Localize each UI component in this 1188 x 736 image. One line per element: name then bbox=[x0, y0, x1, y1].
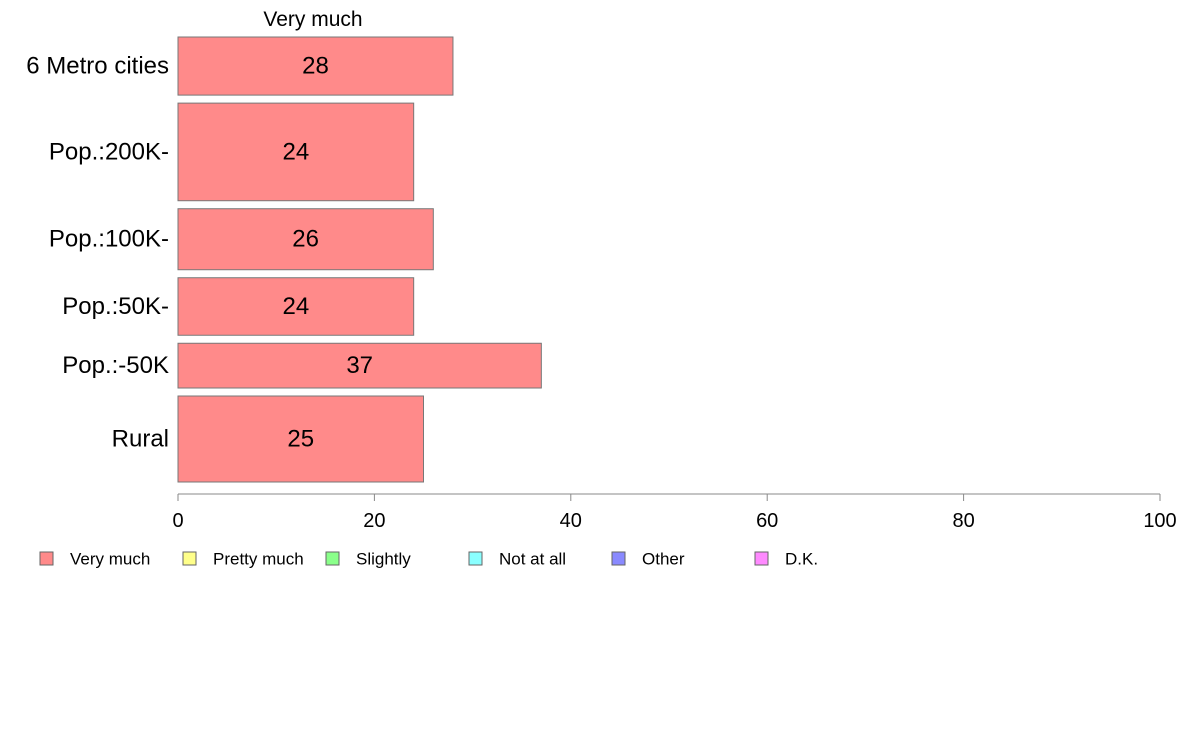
x-tick-label: 100 bbox=[1143, 510, 1176, 532]
x-tick-label: 40 bbox=[560, 510, 582, 532]
legend-label: Not at all bbox=[499, 550, 566, 569]
bar bbox=[177, 36, 454, 96]
legend-label: Other bbox=[642, 550, 685, 569]
bar-value-label: 26 bbox=[292, 226, 319, 253]
legend-label: Very much bbox=[70, 550, 150, 569]
bar bbox=[177, 277, 415, 336]
bar-value-label: 37 bbox=[346, 352, 373, 379]
legend-label: Pretty much bbox=[213, 550, 304, 569]
x-tick-label: 20 bbox=[363, 510, 385, 532]
bar bbox=[177, 208, 434, 271]
legend-label: D.K. bbox=[785, 550, 818, 569]
legend-swatch bbox=[182, 551, 197, 566]
category-label: Pop.:50K- bbox=[62, 293, 169, 320]
bar bbox=[177, 395, 424, 483]
x-tick-label: 0 bbox=[172, 510, 183, 532]
category-label: Pop.:200K- bbox=[49, 138, 169, 165]
bar-value-label: 25 bbox=[287, 426, 314, 453]
x-axis: 0 20 40 60 80 100 bbox=[172, 493, 1177, 532]
bar-value-label: 28 bbox=[302, 53, 329, 80]
panel-title: Very much bbox=[263, 8, 362, 31]
x-tick-label: 80 bbox=[952, 510, 974, 532]
bar-value-label: 24 bbox=[282, 293, 309, 320]
legend-swatch bbox=[325, 551, 340, 566]
category-label: Pop.:100K- bbox=[49, 226, 169, 253]
bar bbox=[177, 342, 542, 389]
legend: Very much Pretty much Slightly Not at all Ot… bbox=[39, 550, 818, 569]
bars: 28 6 Metro cities 24 Pop.:200K- 26 Pop.:100K-… bbox=[26, 36, 542, 483]
legend-swatch bbox=[39, 551, 54, 566]
legend-label: Slightly bbox=[356, 550, 411, 569]
legend-swatch bbox=[754, 551, 769, 566]
category-label: Rural bbox=[112, 426, 169, 453]
category-label: 6 Metro cities bbox=[26, 53, 169, 80]
bar bbox=[177, 102, 415, 202]
bar-value-label: 24 bbox=[282, 138, 309, 165]
legend-swatch bbox=[468, 551, 483, 566]
x-tick-label: 60 bbox=[756, 510, 778, 532]
category-label: Pop.:-50K bbox=[62, 352, 169, 379]
legend-swatch bbox=[611, 551, 626, 566]
